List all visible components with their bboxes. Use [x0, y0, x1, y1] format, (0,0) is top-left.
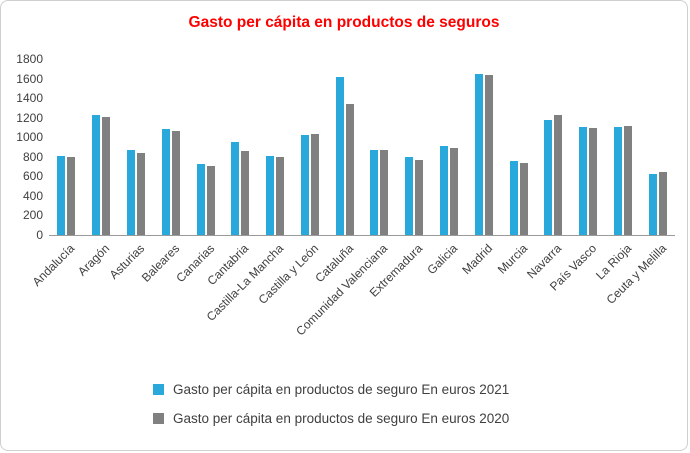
bar-2021	[370, 150, 378, 235]
chart-title: Gasto per cápita en productos de seguros	[188, 14, 500, 31]
bar-2021	[197, 164, 205, 235]
bar-2021	[336, 77, 344, 235]
legend-swatch-2020	[153, 413, 164, 424]
y-tick-label: 400	[22, 188, 43, 203]
bar-2020	[276, 157, 284, 235]
legend-item-2020: Gasto per cápita en productos de seguro …	[153, 411, 509, 426]
legend-item-2021: Gasto per cápita en productos de seguro …	[153, 382, 509, 397]
bar-2020	[172, 131, 180, 235]
chart-legend: Gasto per cápita en productos de seguro …	[153, 382, 509, 440]
bar-2021	[405, 157, 413, 235]
legend-label-2020: Gasto per cápita en productos de seguro …	[173, 411, 510, 426]
bar-2020	[589, 128, 597, 235]
bar-2020	[554, 115, 562, 235]
legend-label-2021: Gasto per cápita en productos de seguro …	[173, 382, 510, 397]
y-tick-label: 1400	[16, 91, 43, 106]
bar-2020	[485, 75, 493, 235]
bar-2021	[649, 174, 657, 235]
bar-2021	[510, 161, 518, 235]
bar-2021	[162, 129, 170, 235]
bar-2021	[301, 135, 309, 235]
bar-2020	[311, 134, 319, 235]
bar-2020	[137, 153, 145, 235]
bar-2020	[346, 104, 354, 235]
bar-2020	[380, 150, 388, 235]
bar-2021	[614, 127, 622, 235]
legend-swatch-2021	[153, 384, 164, 395]
y-tick-label: 1200	[16, 110, 43, 125]
bar-2021	[266, 156, 274, 235]
y-tick-label: 1800	[16, 52, 43, 66]
bar-2021	[127, 150, 135, 235]
y-tick-label: 1600	[16, 71, 43, 86]
bar-2020	[67, 157, 75, 235]
bar-2021	[57, 156, 65, 235]
y-tick-label: 200	[22, 208, 43, 223]
bar-2020	[624, 126, 632, 235]
bar-2021	[231, 142, 239, 235]
bar-2021	[475, 74, 483, 235]
bar-2020	[102, 117, 110, 235]
y-tick-label: 0	[36, 228, 43, 242]
bar-2021	[579, 127, 587, 235]
bar-2020	[450, 148, 458, 235]
x-axis-line	[49, 235, 675, 236]
bar-2020	[520, 163, 528, 235]
bar-2020	[207, 166, 215, 235]
bar-2021	[92, 115, 100, 235]
y-tick-label: 1000	[16, 130, 43, 145]
bar-2020	[659, 172, 667, 235]
bar-2020	[241, 151, 249, 235]
y-tick-label: 800	[22, 149, 43, 164]
bar-2021	[440, 146, 448, 235]
y-tick-label: 600	[22, 169, 43, 184]
bar-2020	[415, 160, 423, 235]
bar-2021	[544, 120, 552, 235]
